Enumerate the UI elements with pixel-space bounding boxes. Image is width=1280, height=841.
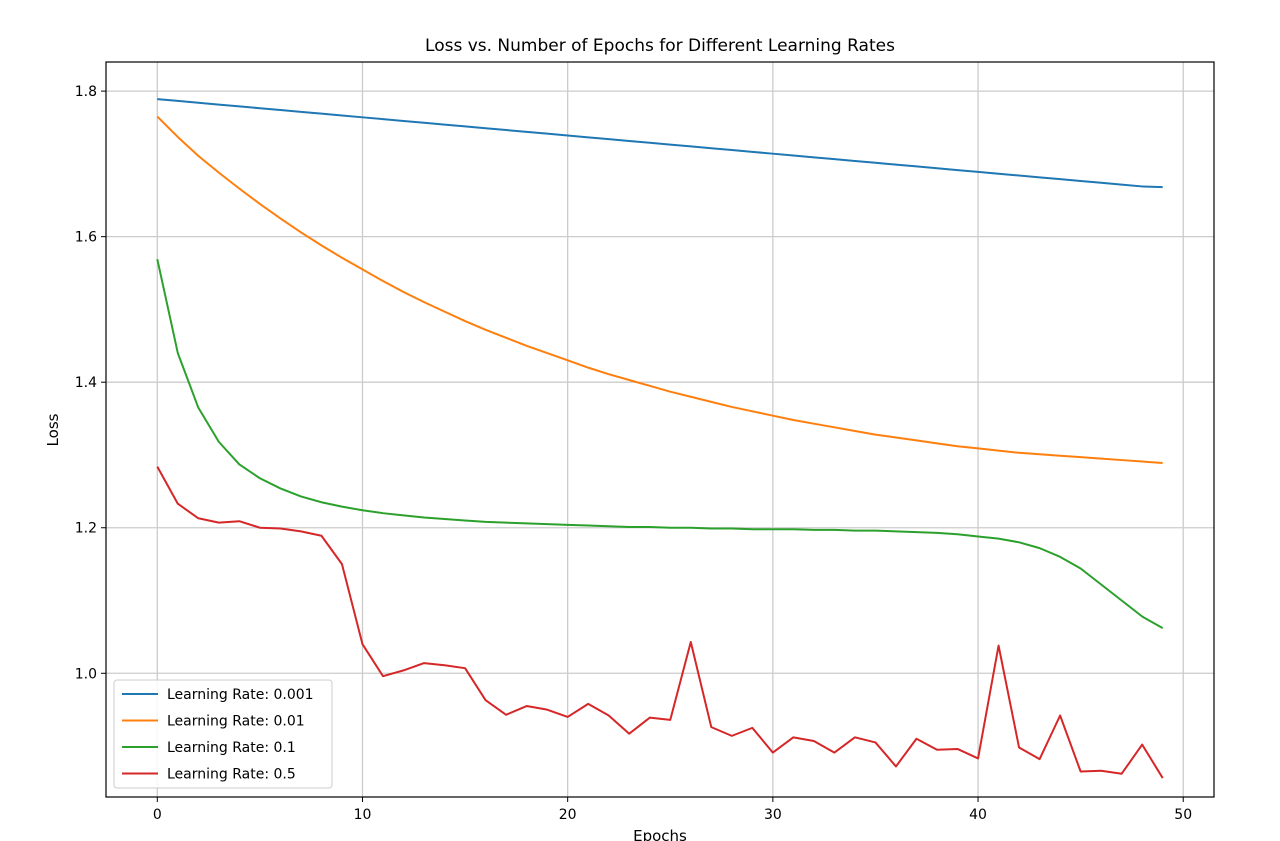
y-tick-label: 1.8 <box>75 84 97 100</box>
series-lines <box>156 98 1164 779</box>
x-tick-label: 10 <box>354 807 372 823</box>
chart-title: Loss vs. Number of Epochs for Different … <box>425 36 895 56</box>
x-axis-label: Epochs <box>633 827 687 841</box>
axis-ticks: 0 10 20 30 40 50 1.0 1.2 1.4 1.6 1.8 <box>75 84 1192 823</box>
x-tick-label: 20 <box>559 807 577 823</box>
legend-label-1: Learning Rate: 0.001 <box>167 687 314 703</box>
legend-label-3: Learning Rate: 0.1 <box>167 740 296 756</box>
grid-lines <box>106 62 1214 797</box>
x-tick-label: 0 <box>153 807 162 823</box>
legend-label-2: Learning Rate: 0.01 <box>167 714 305 730</box>
x-tick-label: 50 <box>1174 807 1192 823</box>
series-line-1 <box>157 98 1163 189</box>
y-tick-label: 1.2 <box>75 521 97 537</box>
legend-label-4: Learning Rate: 0.5 <box>167 767 296 783</box>
legend-box <box>113 679 333 789</box>
y-axis-label: Loss <box>44 413 62 446</box>
x-tick-label: 30 <box>764 807 782 823</box>
legend: Learning Rate: 0.001 Learning Rate: 0.01 L… <box>113 679 333 789</box>
plot-frame <box>105 61 1215 798</box>
series-line-2 <box>156 115 1163 464</box>
series-line-3 <box>156 258 1164 630</box>
y-tick-label: 1.6 <box>75 230 97 246</box>
y-tick-label: 1.4 <box>75 375 97 391</box>
x-tick-label: 40 <box>969 807 987 823</box>
series-line-4 <box>156 466 1164 779</box>
y-tick-label: 1.0 <box>75 666 97 682</box>
